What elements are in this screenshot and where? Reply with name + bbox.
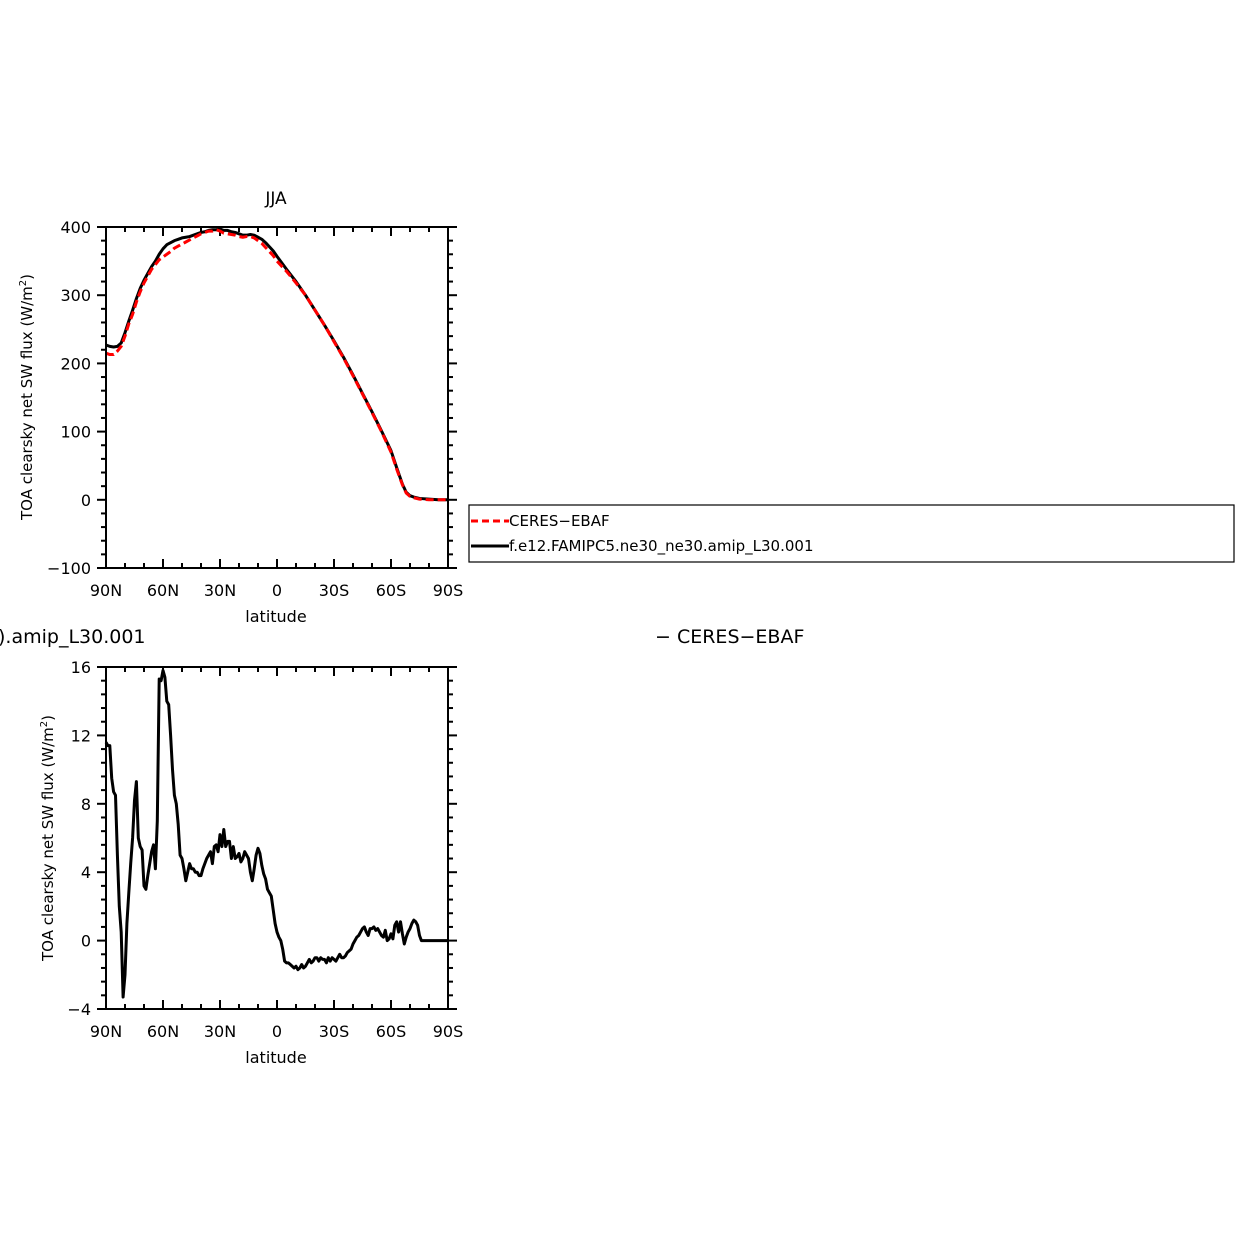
bottom-chart-xtick-label: 90N — [90, 1022, 122, 1041]
top-chart-title: JJA — [264, 189, 287, 209]
bottom-chart-ytick-label: 12 — [71, 726, 91, 745]
top-chart-panel: JJA 90N 60N 30N 0 30S 60S 90S −100 0 100 200 300 400… — [18, 189, 463, 626]
top-chart-ytick-label: 300 — [60, 286, 91, 305]
top-chart-ytick-label: 0 — [81, 491, 91, 510]
bottom-chart-ytick-label: −4 — [67, 1000, 91, 1019]
top-chart-series-line-0 — [105, 228, 448, 502]
bottom-chart-xtick-label: 60N — [147, 1022, 179, 1041]
bottom-chart-frame — [105, 666, 449, 1010]
top-chart-xtick-label: 90N — [90, 581, 122, 600]
bottom-chart-xtick-label: 60S — [376, 1022, 407, 1041]
bottom-chart-panel: ).amip_L30.001 − CERES−EBAF 90N 60N 30N 0 30… — [0, 626, 804, 1067]
legend: CERES−EBAF f.e12.FAMIPC5.ne30_ne30.amip_… — [468, 504, 1235, 563]
top-chart-ytick-label: 200 — [60, 354, 91, 373]
legend-label-ceres: CERES−EBAF — [509, 512, 610, 530]
bottom-chart-xtick-label: 0 — [272, 1022, 282, 1041]
top-chart-xlabel: latitude — [245, 607, 306, 626]
bottom-chart-ytick-label: 16 — [71, 658, 91, 677]
bottom-chart-xtick-label: 30S — [319, 1022, 350, 1041]
top-chart-xtick-label: 30N — [204, 581, 236, 600]
bottom-chart-axes: 90N 60N 30N 0 30S 60S 90S −4 0 4 8 12 16 — [67, 658, 463, 1041]
bottom-chart-title-right: − CERES−EBAF — [655, 626, 804, 648]
legend-box — [468, 504, 1235, 563]
top-chart-plot-area — [105, 227, 448, 502]
bottom-chart-xtick-label: 90S — [433, 1022, 464, 1041]
legend-label-model: f.e12.FAMIPC5.ne30_ne30.amip_L30.001 — [509, 537, 814, 556]
top-chart-series-line-1 — [105, 227, 448, 502]
top-chart-ylabel: TOA clearsky net SW flux (W/m2) — [18, 274, 36, 521]
bottom-chart-ylabel: TOA clearsky net SW flux (W/m2) — [39, 715, 57, 962]
top-chart-axes: 90N 60N 30N 0 30S 60S 90S −100 0 100 200 300 400 — [47, 218, 463, 600]
bottom-chart-title-left: ).amip_L30.001 — [0, 626, 146, 648]
top-chart-ytick-label: −100 — [47, 559, 91, 578]
bottom-chart-series-line-0 — [104, 668, 448, 999]
bottom-chart-ytick-label: 0 — [81, 932, 91, 951]
top-chart-ytick-label: 400 — [60, 218, 91, 237]
top-chart-xtick-label: 0 — [272, 581, 282, 600]
top-chart-xtick-label: 90S — [433, 581, 464, 600]
top-chart-frame — [105, 226, 449, 569]
bottom-chart-xlabel: latitude — [245, 1048, 306, 1067]
top-chart-ytick-label: 100 — [60, 423, 91, 442]
bottom-chart-xtick-label: 30N — [204, 1022, 236, 1041]
top-chart-xtick-label: 60S — [376, 581, 407, 600]
bottom-chart-ytick-label: 4 — [81, 863, 91, 882]
top-chart-xtick-label: 60N — [147, 581, 179, 600]
bottom-chart-plot-area — [104, 668, 448, 999]
bottom-chart-ytick-label: 8 — [81, 795, 91, 814]
top-chart-xtick-label: 30S — [319, 581, 350, 600]
